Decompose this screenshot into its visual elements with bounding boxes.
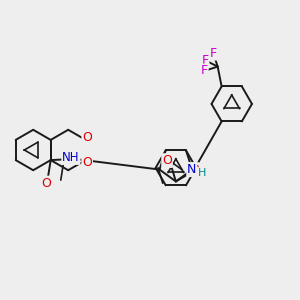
- Text: F: F: [201, 64, 208, 77]
- Text: O: O: [82, 156, 92, 169]
- Text: O: O: [82, 131, 92, 144]
- Text: F: F: [210, 47, 217, 60]
- Text: N: N: [187, 163, 196, 176]
- Text: O: O: [41, 176, 51, 190]
- Text: F: F: [202, 54, 208, 67]
- Text: H: H: [197, 168, 206, 178]
- Text: O: O: [189, 163, 199, 176]
- Text: NH: NH: [62, 151, 80, 164]
- Text: O: O: [162, 154, 172, 167]
